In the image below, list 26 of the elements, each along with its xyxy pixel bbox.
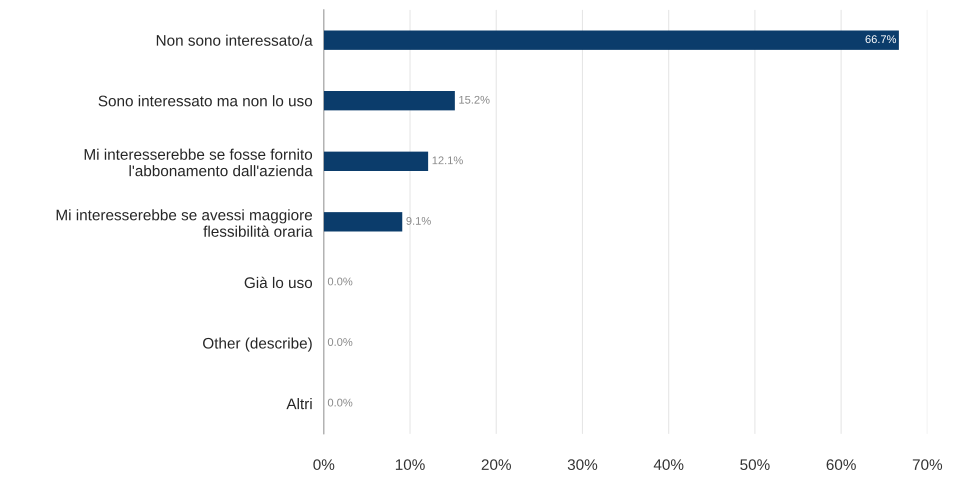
y-tick-label: Non sono interessato/a	[156, 34, 313, 46]
y-tick-label: Other (describe)	[203, 337, 312, 352]
bar	[324, 30, 899, 50]
y-tick-label: Mi interesserebbe se avessi maggiore flessibilità oraria	[56, 209, 313, 237]
data-label: 0.0%	[328, 338, 352, 346]
y-tick-label: Sono interessato ma non lo uso	[98, 95, 312, 106]
bar	[324, 212, 402, 232]
x-tick-label: 70%	[912, 459, 942, 470]
x-tick-label: 10%	[396, 459, 425, 470]
x-tick-label: 20%	[482, 459, 511, 470]
x-tick-label: 50%	[740, 459, 770, 470]
x-tick-label: 60%	[826, 459, 856, 470]
x-tick-label: 40%	[654, 459, 684, 470]
data-label: 66.7%	[866, 35, 896, 44]
y-tick-label: Mi interesserebbe se fosse fornito l'abbonamento dall'azienda	[84, 148, 313, 176]
x-tick-label: 0%	[313, 459, 334, 470]
bar	[324, 152, 428, 171]
y-tick-label: Già lo uso	[244, 276, 312, 288]
data-label: 0.0%	[328, 398, 352, 407]
x-tick-label: 30%	[568, 459, 598, 470]
data-label: 9.1%	[406, 216, 431, 225]
bar	[324, 91, 455, 110]
data-label: 15.2%	[459, 96, 490, 104]
data-label: 0.0%	[328, 278, 352, 286]
y-tick-label: Altri	[286, 398, 312, 410]
data-label: 12.1%	[432, 156, 463, 164]
